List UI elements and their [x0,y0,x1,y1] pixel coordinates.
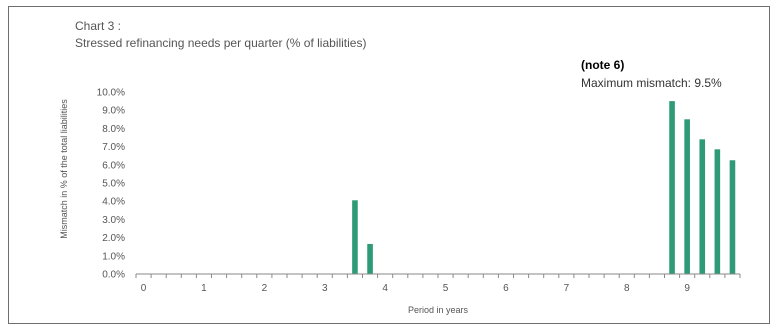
y-tick-label: 7.0% [102,142,125,153]
y-tick-label: 0.0% [102,270,125,281]
chart-frame [8,6,770,324]
bar [714,149,721,274]
bar [367,243,373,274]
y-tick-label: 8.0% [102,124,125,135]
y-tick-label: 9.0% [102,106,125,117]
x-axis-tick-marks [135,274,741,278]
x-tick-label: 2 [262,283,268,294]
y-tick-label: 3.0% [102,215,125,226]
y-axis-tick-labels: 0.0% 1.0% 2.0% 3.0% 4.0% 5.0% 6.0% 7.0% 8.0% 9.0%… [97,88,125,281]
y-tick-label: 10.0% [97,88,125,99]
x-axis-tick-labels: 0 1 2 3 4 5 6 7 8 9 [141,283,691,294]
x-tick-label: 8 [624,283,630,294]
y-tick-label: 4.0% [102,197,125,208]
bar [352,200,358,274]
x-tick-label: 6 [503,283,509,294]
bars [352,101,736,274]
chart-title-line1: Chart 3 : [75,19,122,33]
chart-title-line2: Stressed refinancing needs per quarter (… [75,36,367,50]
y-tick-label: 1.0% [102,251,125,262]
bar [669,101,675,274]
y-tick-label: 2.0% [102,233,125,244]
x-tick-label: 9 [684,283,690,294]
y-tick-label: 5.0% [102,179,125,190]
x-tick-label: 7 [564,283,570,294]
bar [699,139,706,274]
bar [729,160,736,274]
x-tick-label: 3 [322,283,328,294]
y-tick-label: 6.0% [102,160,125,171]
x-tick-label: 4 [382,283,388,294]
x-tick-label: 5 [443,283,449,294]
note-heading: (note 6) [581,58,625,72]
x-axis-title: Period in years [408,305,469,315]
bar [684,119,690,274]
x-tick-label: 1 [201,283,207,294]
note-text: Maximum mismatch: 9.5% [581,76,722,90]
y-axis-title: Mismatch in % of the total liabilities [59,99,69,239]
x-tick-label: 0 [141,283,147,294]
